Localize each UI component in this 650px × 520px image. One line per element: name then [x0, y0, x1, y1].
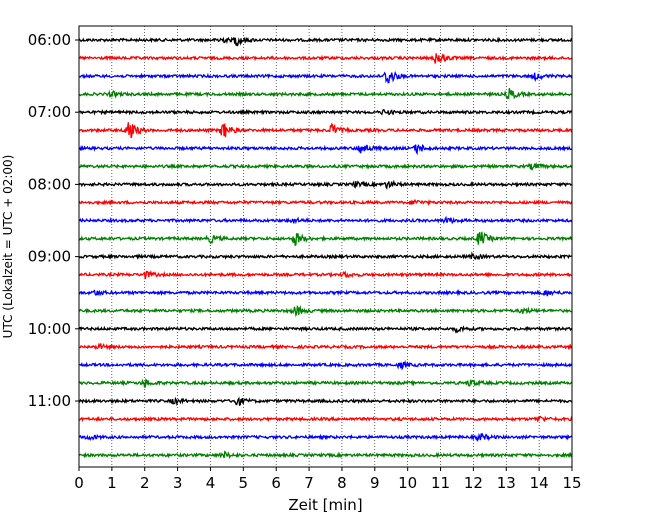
seismic-trace [78, 215, 573, 225]
seismic-trace [78, 415, 573, 423]
x-tick-label: 4 [206, 474, 216, 492]
seismic-trace [78, 231, 573, 247]
seismic-traces [78, 36, 573, 460]
seismic-trace [78, 198, 573, 206]
y-tick-label: 10:00 [28, 320, 71, 338]
x-tick-label: 6 [271, 474, 281, 492]
x-tick-label: 13 [497, 474, 516, 492]
seismic-trace [78, 179, 573, 190]
x-tick-label: 7 [304, 474, 314, 492]
x-tick-label: 14 [530, 474, 549, 492]
seismic-trace [78, 377, 573, 388]
x-tick-label: 11 [431, 474, 450, 492]
y-tick-label: 09:00 [28, 248, 71, 266]
seismic-trace [78, 289, 573, 297]
seismic-trace [78, 251, 573, 261]
x-tick-label: 12 [464, 474, 483, 492]
x-tick-label: 9 [370, 474, 380, 492]
y-tick-label: 06:00 [28, 31, 71, 49]
seismic-trace [78, 70, 573, 84]
seismic-trace [78, 396, 573, 407]
seismic-trace [78, 53, 573, 64]
y-axis-ticks: 06:00 07:00 08:00 09:00 10:00 11:00 [28, 31, 79, 410]
seismic-trace [78, 269, 573, 280]
x-tick-label: 15 [562, 474, 581, 492]
y-tick-label: 07:00 [28, 103, 71, 121]
seismic-trace [78, 144, 573, 156]
x-tick-label: 3 [173, 474, 183, 492]
seismic-trace [78, 450, 573, 460]
seismic-trace [78, 161, 573, 171]
seismic-trace [78, 36, 573, 47]
x-axis-label: Zeit [min] [288, 496, 362, 514]
seismic-trace [78, 122, 573, 139]
x-tick-label: 2 [140, 474, 150, 492]
x-axis-ticks: 0 1 2 3 4 5 6 7 8 9 10 11 12 13 14 15 [74, 467, 582, 492]
seismic-trace [78, 108, 573, 116]
x-tick-label: 5 [239, 474, 249, 492]
plot-frame [78, 25, 573, 468]
seismic-trace [79, 304, 573, 318]
x-tick-label: 1 [107, 474, 117, 492]
seismic-trace [78, 342, 573, 351]
x-tick-label: 0 [74, 474, 84, 492]
y-tick-label: 08:00 [28, 175, 71, 193]
seismic-trace [78, 359, 573, 371]
seismic-trace [78, 432, 573, 442]
seismic-trace [78, 88, 573, 100]
x-tick-label: 8 [337, 474, 347, 492]
y-axis-label: UTC (Lokalzeit = UTC + 02:00) [1, 155, 15, 339]
x-tick-label: 10 [398, 474, 417, 492]
seismic-trace [78, 325, 573, 334]
y-tick-label: 11:00 [28, 392, 71, 410]
